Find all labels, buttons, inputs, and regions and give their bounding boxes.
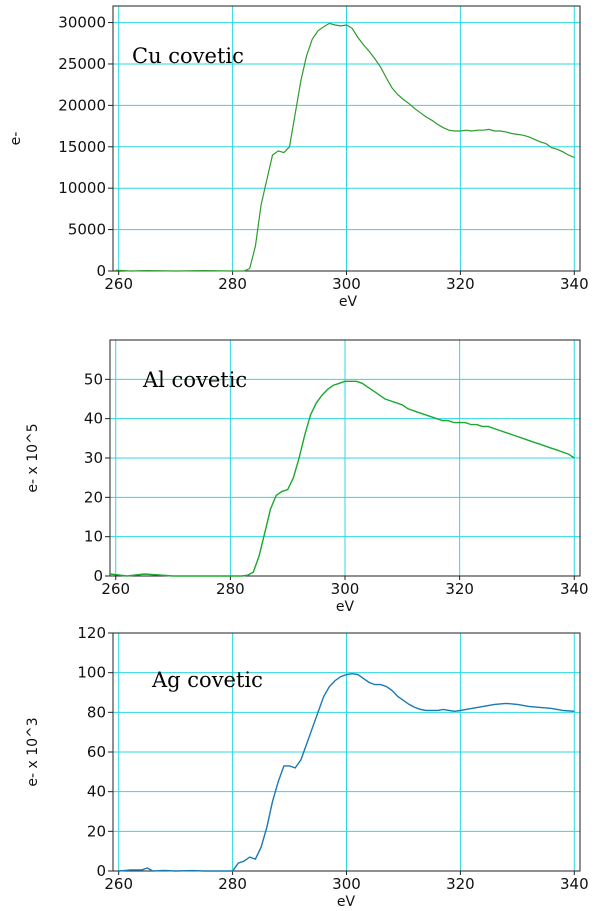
ag-y-tick-label: 40 <box>87 783 106 801</box>
cu-x-tick-label: 340 <box>560 275 589 293</box>
cu-y-tick-label: 30000 <box>58 14 106 32</box>
cu-panel-title: Cu covetic <box>132 44 244 68</box>
cu-x-tick-label: 320 <box>446 275 475 293</box>
ag-covetic-panel: 260 280 300 320 340 0 20 40 60 80 100 120 Ag coveti… <box>25 624 589 910</box>
cu-x-axis-label: eV <box>339 294 358 310</box>
cu-x-tick-label: 300 <box>332 275 361 293</box>
al-y-axis-label: e- x 10^5 <box>25 423 41 492</box>
cu-y-tick-label: 5000 <box>68 221 106 239</box>
al-panel-title: Al covetic <box>142 368 247 392</box>
ag-y-axis-label: e- x 10^3 <box>25 717 41 786</box>
ag-y-tick-label: 120 <box>77 624 106 642</box>
cu-y-tick-label: 25000 <box>58 55 106 73</box>
cu-y-axis-label: e- <box>8 132 24 146</box>
ag-y-tick-label: 100 <box>77 664 106 682</box>
ag-x-tick-label: 340 <box>560 875 589 893</box>
ag-y-tick-label: 80 <box>87 703 106 721</box>
cu-spectrum-line <box>115 22 575 272</box>
ag-panel-title: Ag covetic <box>151 668 263 692</box>
cu-x-tick-label: 260 <box>104 275 133 293</box>
ag-ticks: 260 280 300 320 340 0 20 40 60 80 100 120 <box>77 624 588 893</box>
al-y-tick-label: 0 <box>93 567 103 585</box>
al-grid <box>110 340 580 576</box>
al-x-tick-label: 300 <box>331 580 360 598</box>
ag-spectrum-line <box>118 672 575 872</box>
al-ticks: 260 280 300 320 340 0 10 20 30 40 50 <box>84 370 589 598</box>
ag-x-tick-label: 280 <box>218 875 247 893</box>
al-spectrum-line <box>109 380 575 577</box>
al-x-tick-label: 280 <box>216 580 245 598</box>
al-y-tick-label: 20 <box>84 488 103 506</box>
al-y-tick-label: 10 <box>84 528 103 546</box>
ag-y-tick-label: 0 <box>96 862 106 880</box>
cu-x-tick-label: 280 <box>218 275 247 293</box>
al-x-tick-label: 320 <box>445 580 474 598</box>
al-y-tick-label: 50 <box>84 370 103 388</box>
al-x-tick-label: 260 <box>101 580 130 598</box>
ag-x-tick-label: 300 <box>332 875 361 893</box>
cu-y-tick-label: 0 <box>96 262 106 280</box>
al-y-tick-label: 30 <box>84 449 103 467</box>
al-x-axis-label: eV <box>336 599 355 615</box>
ag-x-tick-label: 320 <box>446 875 475 893</box>
ag-y-tick-label: 20 <box>87 822 106 840</box>
cu-ticks: 260 280 300 320 340 0 5000 10000 15000 20000 25000… <box>58 14 588 293</box>
al-x-tick-label: 340 <box>560 580 589 598</box>
cu-grid <box>113 6 580 271</box>
al-covetic-panel: 260 280 300 320 340 0 10 20 30 40 50 Al covetic eV… <box>25 339 589 615</box>
ag-x-tick-label: 260 <box>104 875 133 893</box>
cu-y-tick-label: 20000 <box>58 96 106 114</box>
cu-covetic-panel: 260 280 300 320 340 0 5000 10000 15000 20000 25000… <box>8 5 589 310</box>
cu-y-tick-label: 10000 <box>58 179 106 197</box>
ag-y-tick-label: 60 <box>87 743 106 761</box>
ag-x-axis-label: eV <box>337 894 356 910</box>
al-y-tick-label: 40 <box>84 410 103 428</box>
cu-y-tick-label: 15000 <box>58 138 106 156</box>
